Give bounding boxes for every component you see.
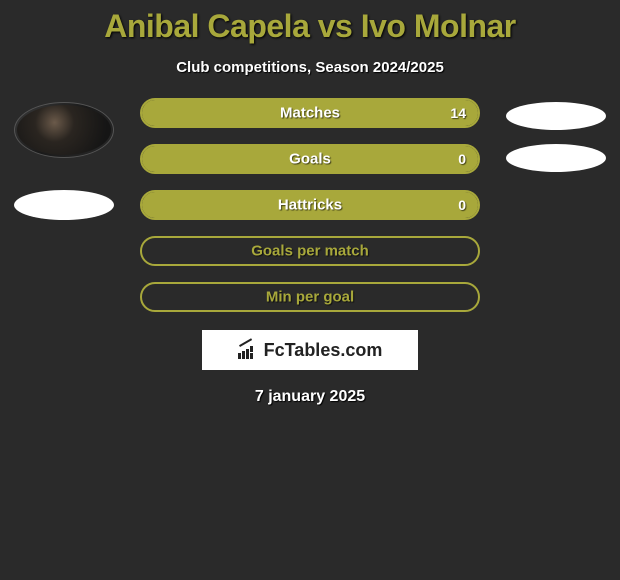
stat-bar-value: 0 [458, 197, 466, 213]
stat-bar-value: 14 [450, 105, 466, 121]
left-player-avatar [14, 102, 114, 158]
stat-bars: Matches 14 Goals 0 Hattricks 0 Goals per match… [120, 98, 500, 312]
stat-bar: Hattricks 0 [140, 190, 480, 220]
subtitle: Club competitions, Season 2024/2025 [0, 59, 620, 76]
right-player-col [500, 98, 612, 172]
main-row: Matches 14 Goals 0 Hattricks 0 Goals per match… [0, 98, 620, 312]
stat-bar: Goals per match [140, 236, 480, 266]
stat-bar-label: Goals [289, 151, 331, 168]
date-line: 7 january 2025 [0, 388, 620, 406]
right-pill-1 [506, 102, 606, 130]
page-title: Anibal Capela vs Ivo Molnar [0, 8, 620, 45]
branding-box[interactable]: FcTables.com [202, 330, 418, 370]
avatar-image [17, 105, 111, 155]
left-player-col [8, 98, 120, 220]
comparison-card: Anibal Capela vs Ivo Molnar Club competi… [0, 0, 620, 406]
stat-bar-label: Matches [280, 105, 340, 122]
stat-bar-label: Hattricks [278, 197, 342, 214]
branding-text: FcTables.com [264, 340, 383, 361]
stat-bar: Matches 14 [140, 98, 480, 128]
right-pill-2 [506, 144, 606, 172]
chart-icon [238, 341, 260, 359]
stat-bar: Goals 0 [140, 144, 480, 174]
stat-bar: Min per goal [140, 282, 480, 312]
stat-bar-label: Goals per match [251, 243, 369, 260]
left-pill [14, 190, 114, 220]
stat-bar-value: 0 [458, 151, 466, 167]
stat-bar-label: Min per goal [266, 289, 354, 306]
